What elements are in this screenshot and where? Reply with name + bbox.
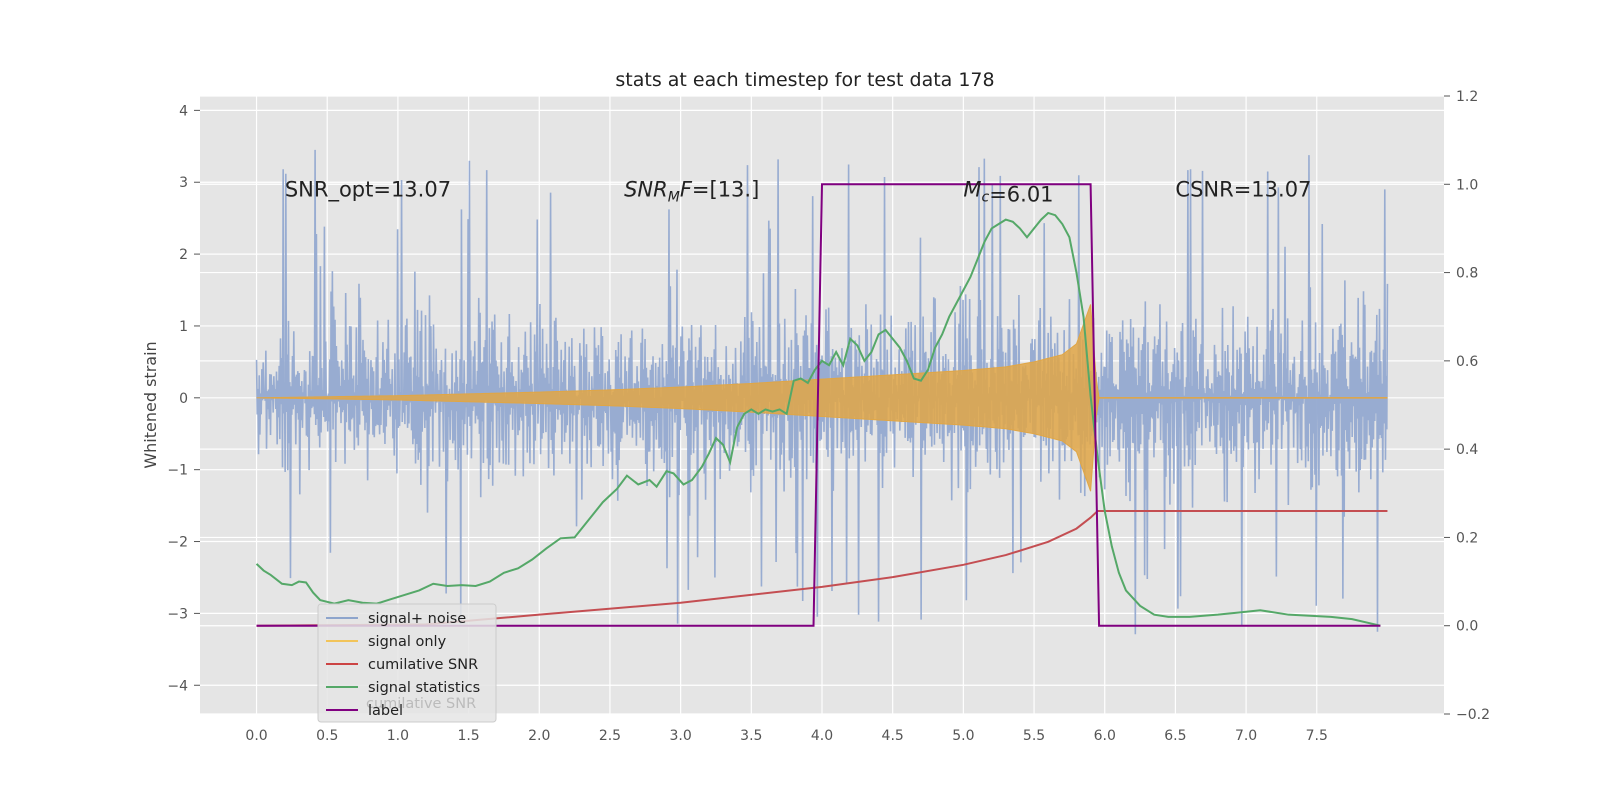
x-tick-label: 4.0 [811,728,833,744]
legend-label: label [368,703,403,719]
annotation-value: =6.01 [989,182,1053,206]
y2-tick-label: 1.2 [1456,89,1478,105]
left-axis: −4 −3 −2 −1 0 1 2 3 4 [167,103,200,694]
annotation-mc: Mc=6.01 [963,177,1053,206]
y-tick-label: −2 [167,535,188,551]
series-signal-noise-line [255,149,1389,635]
x-tick-label: 5.0 [952,728,974,744]
lines-layer [255,183,1388,627]
series-label-line [256,183,1381,627]
chart-title: stats at each timestep for test data 178 [615,69,994,91]
x-axis: 0.0 0.5 1.0 1.5 2.0 2.5 3.0 3.5 4.0 4.5 5.0 5.5 6.0 6… [245,728,1327,744]
right-axis: −0.2 0.0 0.2 0.4 0.6 0.8 1.0 1.2 [1444,89,1490,723]
x-tick-label: 5.5 [1023,728,1045,744]
legend-label: signal statistics [368,680,480,696]
annotation-value: =[13.] [692,177,759,201]
x-tick-label: 4.5 [882,728,904,744]
y2-tick-label: 0.2 [1456,530,1478,546]
annotation-math-base: M [963,177,981,201]
annotation-csnr: CSNR=13.07 [1175,177,1311,201]
annotation-math-sub: c [981,189,989,205]
annotation-snr-opt: SNR_opt=13.07 [285,177,451,202]
series-cumilative-snr-line [256,509,1388,627]
x-tick-label: 1.0 [387,728,409,744]
y2-tick-label: 0.8 [1456,266,1478,282]
x-tick-label: 2.0 [528,728,550,744]
x-tick-label: 3.0 [670,728,692,744]
annotation-snr-mf: SNRMF=[13.] [624,177,759,205]
legend-label: signal+ noise [368,611,466,627]
x-tick-label: 3.5 [740,728,762,744]
y2-tick-label: 0.4 [1456,442,1478,458]
legend-label: cumilative SNR [368,657,478,673]
legend-box [317,603,497,723]
y2-tick-label: 1.0 [1456,177,1478,193]
legend-label: signal only [368,634,447,650]
x-tick-label: 6.0 [1094,728,1116,744]
noise-layer [255,149,1389,635]
legend-ghost-text: cumilative SNR [366,696,476,712]
x-tick-label: 7.0 [1235,728,1257,744]
y-axis-label: Whitened strain [141,341,160,468]
annotations: SNR_opt=13.07 SNRMF=[13.] Mc=6.01 CSNR=13.0… [285,177,1312,206]
x-tick-label: 6.5 [1164,728,1186,744]
y-tick-label: −4 [167,678,188,694]
x-tick-label: 1.5 [457,728,479,744]
y2-tick-label: −0.2 [1456,707,1490,723]
x-tick-label: 0.5 [316,728,338,744]
y2-tick-label: 0.0 [1456,619,1478,635]
y-tick-label: −1 [167,463,188,479]
y-tick-label: 2 [179,247,188,263]
series-signal-only-band [256,304,1388,492]
y-tick-label: −3 [167,606,188,622]
x-tick-label: 7.5 [1306,728,1328,744]
legend: cumilative SNR signal+ noise signal only cu… [317,603,497,723]
x-tick-label: 2.5 [599,728,621,744]
annotation-math-base: SNR [624,177,668,201]
y-tick-label: 4 [179,103,188,119]
y-tick-label: 1 [179,319,188,335]
y-tick-label: 3 [179,175,188,191]
y2-tick-label: 0.6 [1456,354,1478,370]
annotation-math-sub: M [668,189,680,205]
annotation-math-tail: F [680,177,693,201]
signal-layer [256,304,1388,492]
x-tick-label: 0.0 [245,728,267,744]
y-tick-label: 0 [179,391,188,407]
